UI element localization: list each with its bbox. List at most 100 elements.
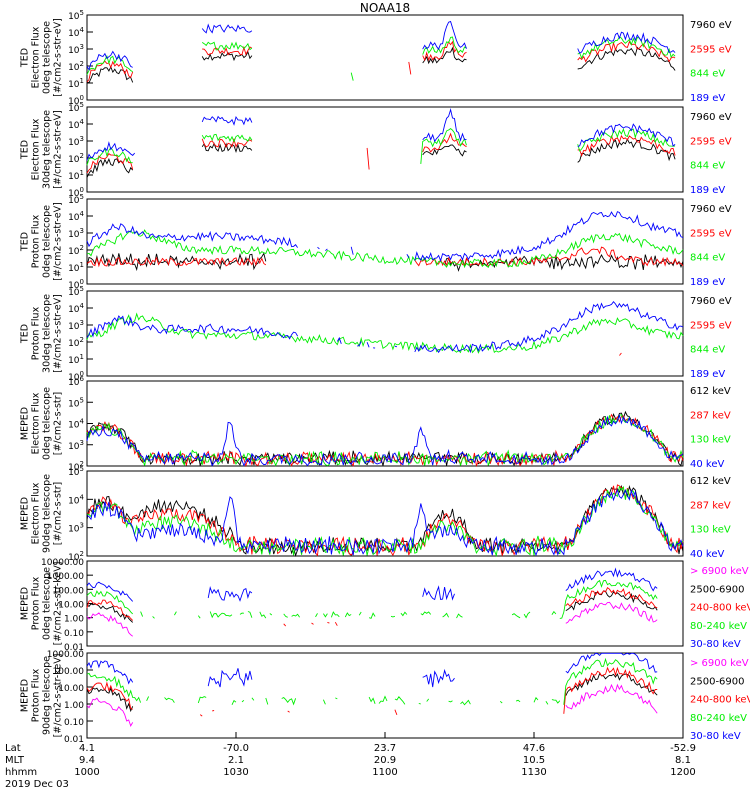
series-line-green: [86, 657, 658, 706]
y-tick-label: 103: [68, 227, 84, 240]
y-axis-label: MEPEDElectron Flux90deg telescope[#/cm2-…: [20, 474, 64, 553]
legend-entry: 844 eV: [690, 345, 725, 356]
legend-entry: 844 eV: [690, 161, 725, 172]
legend-entry: 7960 eV: [690, 296, 732, 307]
legend-entry: 240-800 keV: [690, 603, 750, 614]
legend-entry: 287 keV: [690, 500, 731, 511]
series-line-green: [86, 579, 658, 619]
chart-title: NOAA18: [360, 1, 410, 15]
legend-entry: > 6900 keV: [690, 566, 749, 577]
legend-entry: 240-800 keV: [690, 695, 750, 706]
legend-entry: 2595 eV: [690, 228, 732, 239]
y-tick-label: 100.00: [53, 667, 85, 677]
y-axis-label: TEDElectron Flux0deg telescope[#/cm2-s-s…: [20, 18, 64, 97]
series-line-blue: [86, 300, 684, 354]
series-line-blue: [86, 413, 684, 467]
x-tick-label: 1100: [372, 767, 397, 778]
legend-entry: 844 eV: [690, 253, 725, 264]
y-tick-label: 103: [68, 43, 84, 56]
y-axis-label: MEPEDProton Flux0deg telescope[#/cm2-s-s…: [20, 562, 64, 646]
legend-entry: 130 keV: [690, 435, 731, 446]
legend-entry: 189 eV: [690, 369, 725, 380]
legend-entry: 287 keV: [690, 410, 731, 421]
series-line-magenta: [86, 601, 658, 637]
x-tick-label: 2.1: [228, 755, 244, 766]
y-tick-label: 102: [68, 60, 84, 73]
series-line-black: [86, 672, 658, 713]
y-tick-label: 1.00: [64, 615, 84, 625]
legend-entry: 189 eV: [690, 93, 725, 104]
series-line-green: [86, 128, 676, 166]
legend-entry: 2595 eV: [690, 136, 732, 147]
x-tick-label: 8.1: [675, 755, 691, 766]
legend-entry: 2595 eV: [690, 44, 732, 55]
panel-frame: [86, 560, 684, 647]
y-axis-label: MEPEDElectron Flux0deg telescope[#/cm2-s…: [20, 387, 64, 460]
x-tick-label: 47.6: [523, 743, 545, 754]
legend-entry: 2595 eV: [690, 320, 732, 331]
legend-entry: 2500-6900: [690, 676, 745, 687]
y-tick-label: 102: [68, 152, 84, 165]
legend-entry: 30-80 keV: [690, 639, 741, 650]
series-line-black: [86, 46, 676, 84]
series-line-red: [86, 40, 676, 83]
legend-entry: 189 eV: [690, 277, 725, 288]
legend-entry: 7960 eV: [690, 112, 732, 123]
series-line-red: [86, 666, 658, 717]
y-tick-label: 103: [68, 522, 84, 535]
series-line-black: [86, 138, 676, 178]
y-axis-label: TEDProton Flux30deg telescope[#/cm2-s-st…: [20, 294, 64, 373]
legend-entry: 80-240 keV: [690, 713, 747, 724]
y-tick-label: 101: [68, 77, 84, 90]
series-line-black: [86, 590, 658, 623]
series-line-blue: [86, 652, 658, 688]
y-tick-label: 103: [68, 439, 84, 452]
y-tick-label: 0.10: [64, 718, 84, 728]
legend-entry: 80-240 keV: [690, 621, 747, 632]
panel-frame: [86, 470, 684, 557]
series-line-red: [86, 587, 658, 627]
y-tick-label: 101: [68, 353, 84, 366]
x-axis-row-label: MLT: [5, 755, 25, 766]
y-tick-label: 0.01: [64, 735, 84, 745]
x-tick-label: 20.9: [374, 755, 396, 766]
panel-frame: [86, 106, 684, 193]
y-tick-label: 10.00: [58, 684, 84, 694]
y-tick-label: 101: [68, 169, 84, 182]
y-tick-label: 102: [68, 336, 84, 349]
panel-7: 0.01 0.10 1.00 10.00 100.00 1000.00 10000.00ME…: [20, 558, 750, 653]
legend-entry: > 6900 keV: [690, 658, 749, 669]
legend-entry: 40 keV: [690, 459, 724, 470]
y-axis-label: TEDProton Flux0deg telescope[#/cm2-s-str…: [20, 202, 64, 281]
y-tick-label: 104: [68, 418, 84, 431]
x-tick-label: 23.7: [374, 743, 396, 754]
series-line-blue: [86, 567, 658, 602]
legend-entry: 189 eV: [690, 185, 725, 196]
x-axis-row-label: Lat: [5, 743, 21, 754]
legend-entry: 40 keV: [690, 549, 724, 560]
series-line-red: [86, 246, 684, 268]
x-tick-label: 1130: [521, 767, 546, 778]
series-line-magenta: [86, 683, 658, 727]
y-tick-label: 1.00: [64, 701, 84, 711]
x-tick-label: 4.1: [79, 743, 95, 754]
x-tick-label: 1000: [74, 767, 99, 778]
series-line-green: [86, 414, 684, 467]
y-tick-label: 10.00: [58, 601, 84, 611]
legend-entry: 130 keV: [690, 525, 731, 536]
y-tick-label: 105: [68, 9, 84, 22]
series-line-green: [86, 36, 676, 81]
x-tick-label: 9.4: [79, 755, 95, 766]
series-line-blue: [86, 211, 684, 262]
x-tick-label: -70.0: [223, 743, 249, 754]
series-line-green: [86, 485, 684, 558]
y-tick-label: 104: [68, 302, 84, 315]
x-axis-row-label: hhmm: [5, 767, 37, 778]
legend-entry: 612 keV: [690, 476, 731, 487]
